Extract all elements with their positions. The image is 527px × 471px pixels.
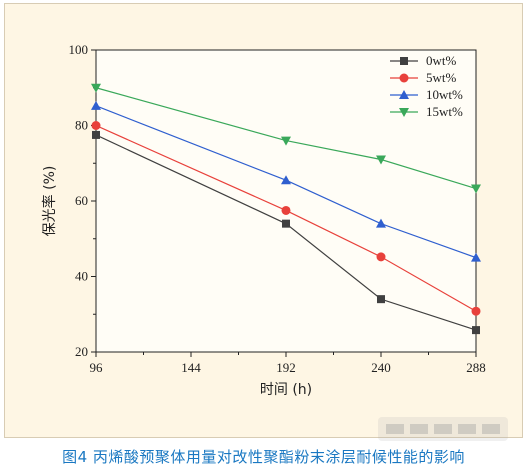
- marker-triangle-down: [376, 155, 386, 165]
- marker-triangle-up: [399, 90, 409, 99]
- series-line: [95, 87, 477, 190]
- marker-triangle-up: [376, 218, 386, 228]
- marker-triangle-up: [471, 252, 481, 262]
- legend-label: 0wt%: [426, 53, 457, 68]
- x-tick-label: 192: [276, 360, 296, 375]
- series-line: [95, 124, 477, 312]
- marker-triangle-down: [91, 83, 101, 93]
- plot-area: [95, 49, 477, 353]
- x-tick-label: 96: [90, 360, 104, 375]
- series-3: [91, 100, 481, 262]
- x-axis-label: 时间 (h): [260, 382, 312, 398]
- x-tick-label: 240: [371, 360, 391, 375]
- watermark-logo: [378, 414, 518, 450]
- y-axis-label: 保光率 (%): [41, 166, 58, 237]
- marker-circle: [281, 205, 291, 215]
- marker-triangle-down: [399, 108, 409, 117]
- series-line: [95, 134, 477, 331]
- legend: 0wt% 5wt% 10wt% 15wt%: [390, 53, 463, 119]
- marker-circle: [471, 306, 481, 316]
- marker-triangle-up: [91, 100, 101, 110]
- legend-item: 15wt%: [390, 104, 463, 119]
- marker-square: [377, 295, 385, 304]
- legend-item: 10wt%: [390, 87, 463, 102]
- marker-square: [92, 130, 100, 139]
- legend-item: 5wt%: [390, 70, 457, 85]
- marker-triangle-down: [471, 184, 481, 194]
- watermark-shape: [378, 417, 508, 441]
- legend-label: 5wt%: [426, 70, 457, 85]
- axes: 96 144 192 240 288 20 40 60 80 100: [69, 42, 486, 375]
- y-tick-label: 100: [69, 42, 89, 57]
- y-tick-label: 60: [75, 193, 88, 208]
- series-2: [91, 121, 481, 316]
- marker-square: [282, 219, 290, 228]
- series-layer: [91, 83, 481, 335]
- legend-item: 0wt%: [390, 53, 457, 68]
- marker-circle: [399, 73, 409, 83]
- series-4: [91, 83, 481, 194]
- y-tick-label: 80: [75, 118, 88, 133]
- legend-label: 10wt%: [426, 87, 463, 102]
- y-tick-label: 40: [75, 269, 88, 284]
- line-chart: 96 144 192 240 288 20 40 60 80 100 0wt% 5wt% 10wt% 1…: [41, 42, 486, 398]
- x-tick-label: 144: [181, 360, 201, 375]
- marker-square: [400, 57, 408, 65]
- x-tick-label: 288: [466, 360, 486, 375]
- plot-frame: [95, 49, 477, 353]
- figure-caption: 图4 丙烯酸预聚体用量对改性聚酯粉末涂层耐候性能的影响: [62, 448, 465, 466]
- series-1: [92, 130, 480, 335]
- series-line: [95, 105, 477, 259]
- y-tick-label: 20: [75, 344, 88, 359]
- marker-triangle-down: [281, 136, 291, 146]
- marker-circle: [91, 121, 101, 130]
- marker-circle: [376, 252, 386, 262]
- legend-label: 15wt%: [426, 104, 463, 119]
- marker-triangle-up: [281, 175, 291, 185]
- marker-square: [472, 326, 480, 335]
